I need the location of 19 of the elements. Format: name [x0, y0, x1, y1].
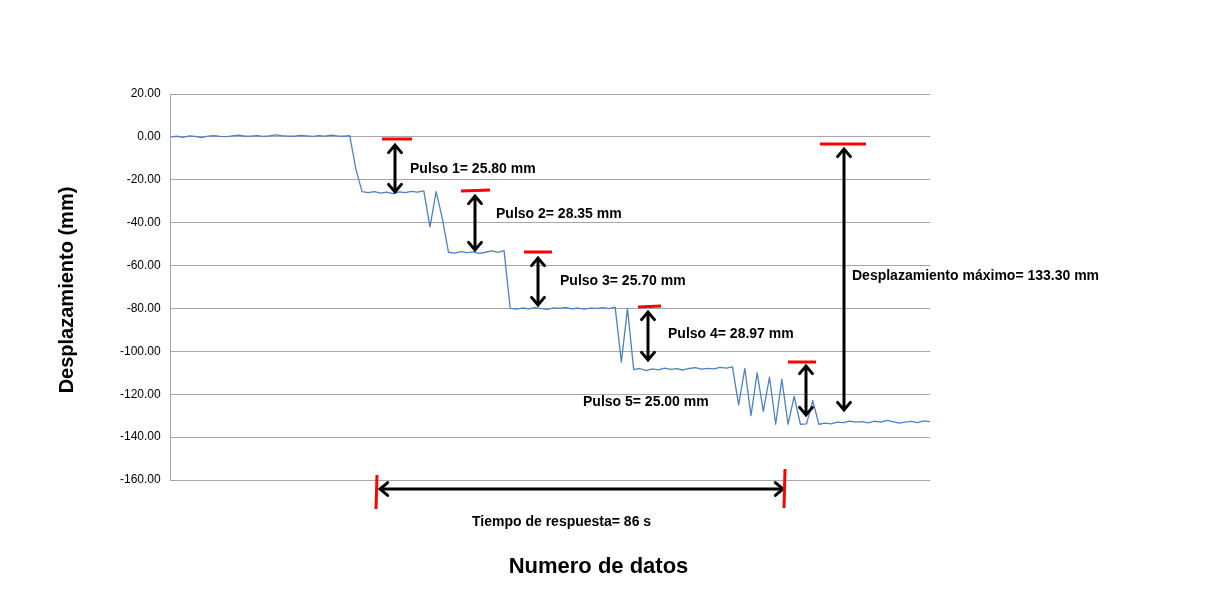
annotation: Pulso 5= 25.00 mm: [583, 393, 709, 409]
y-tick-label: -20.00: [126, 172, 162, 187]
annotation: Pulso 4= 28.97 mm: [668, 325, 794, 341]
y-tick-label: -120.00: [120, 386, 162, 401]
y-tick-label: -160.00: [120, 472, 162, 487]
annotation: Pulso 1= 25.80 mm: [410, 160, 536, 176]
y-tick-label: -140.00: [120, 429, 162, 444]
y-tick-label: -100.00: [120, 343, 162, 358]
y-axis-title: Desplazamiento (mm): [54, 186, 78, 394]
y-tick-label: -40.00: [126, 214, 162, 229]
annotation: Pulso 3= 25.70 mm: [560, 272, 686, 288]
x-axis-title: Numero de datos: [507, 553, 690, 579]
annotation: Pulso 2= 28.35 mm: [496, 205, 622, 221]
y-tick-label: 20.00: [130, 86, 162, 101]
y-tick-label: -80.00: [126, 300, 162, 315]
y-tick-label: -60.00: [126, 257, 162, 272]
text: Tiempo de respuesta= 86 s: [472, 513, 652, 529]
annotation: Desplazamiento máximo= 133.30 mm: [852, 267, 1100, 283]
y-tick-label: 0.00: [137, 129, 162, 144]
